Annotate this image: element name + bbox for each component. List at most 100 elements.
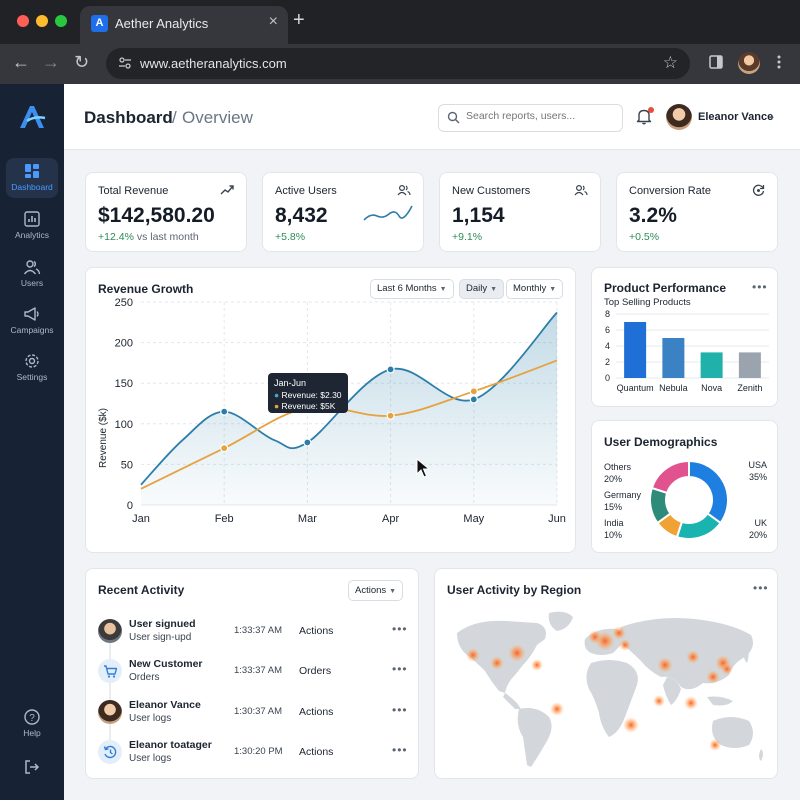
sidebar-item-settings[interactable]: Settings [6,348,58,388]
svg-text:?: ? [29,713,35,724]
slice-value: 35% [749,472,767,482]
product-bar-chart: 0 2 4 6 8 Quantum Nebula Nova Zenith [605,309,769,393]
reload-icon[interactable]: ↻ [74,52,90,72]
browser-profile-avatar[interactable] [738,52,760,74]
bar-nova[interactable] [700,352,723,378]
logout-button[interactable] [6,754,58,794]
slice-others[interactable] [650,459,690,495]
filter-last-6-months[interactable]: Last 6 Months ▼ [370,279,454,299]
bar-nebula[interactable] [662,338,685,378]
y-tick-label: 8 [605,309,610,319]
y-tick-label: 2 [605,357,610,367]
sidebar-item-users[interactable]: Users [6,254,58,294]
search-box[interactable] [438,104,623,132]
breadcrumb-current: Overview [182,108,253,127]
activity-row[interactable]: User signued User sign-upd 1:33:37 AM Ac… [98,615,408,651]
new-tab-icon[interactable]: + [293,9,305,31]
user-demographics-card: User Demographics USA 35% UK 20% India 10% Ger… [591,420,778,553]
slice-label: UK [754,518,767,528]
data-point[interactable] [469,387,478,396]
sidebar-item-analytics[interactable]: Analytics [6,206,58,246]
activity-hotspots [466,626,733,751]
sidebar-panel-icon[interactable] [708,54,724,70]
favicon-icon: A [91,15,108,32]
activity-time: 1:30:37 AM [234,706,283,717]
cart-icon [104,665,118,678]
bell-icon[interactable] [636,108,652,125]
minimize-window-button[interactable] [36,15,48,27]
tab-close-icon[interactable]: × [268,13,278,30]
data-point[interactable] [469,395,478,404]
world-map [457,611,763,767]
close-window-button[interactable] [17,15,29,27]
sidebar-item-campaigns[interactable]: Campaigns [6,301,58,341]
more-options-icon[interactable]: ••• [392,622,408,636]
forward-arrow-icon[interactable]: → [42,52,60,72]
maximize-window-button[interactable] [55,15,67,27]
card-title: Revenue Growth [98,282,194,296]
filter-monthly[interactable]: Monthly ▼ [506,279,564,299]
series-area [141,312,557,505]
y-tick-label: 0 [127,500,133,512]
search-input[interactable] [466,110,616,122]
tooltip-line: ● Revenue: $5K [274,401,336,411]
filter-daily[interactable]: Daily ▼ [459,279,505,299]
kpi-delta: +0.5% [629,231,660,243]
activity-title: Eleanor toatager [129,739,212,751]
data-point[interactable] [386,411,395,420]
user-avatar[interactable] [666,104,692,130]
users-icon [397,184,411,196]
actions-dropdown[interactable]: Actions ▼ [348,580,404,601]
back-arrow-icon[interactable]: ← [12,52,30,72]
x-tick-label: Jun [548,513,566,525]
data-point[interactable] [220,444,229,453]
activity-row[interactable]: Eleanor toatager User logs 1:30:20 PM Ac… [98,736,408,772]
page-title: Dashboard [84,108,173,127]
browser-tab[interactable]: A Aether Analytics × [80,6,288,44]
activity-row[interactable]: New Customer Orders 1:33:37 AM Orders ••… [98,655,408,691]
kpi-label: Conversion Rate [629,185,711,197]
activity-subtitle: User logs [129,713,172,724]
sidebar-item-help[interactable]: ? Help [6,704,58,744]
url-text: www.aetheranalytics.com [140,56,287,71]
more-options-icon[interactable]: ••• [753,581,769,595]
chart-tooltip: Jan-Jun ● Revenue: $2.30 ● Revenue: $5K [268,373,348,413]
site-settings-icon[interactable] [118,56,132,70]
kpi-value: 1,154 [452,204,505,227]
data-point[interactable] [303,438,312,447]
logout-icon [25,760,40,774]
bar-zenith[interactable] [738,352,761,378]
help-icon: ? [24,709,40,725]
more-options-icon[interactable]: ••• [392,703,408,717]
more-options-icon[interactable]: ••• [392,743,408,757]
activity-row[interactable]: Eleanor Vance User logs 1:30:37 AM Actio… [98,696,408,732]
data-point[interactable] [386,365,395,374]
kebab-menu-icon[interactable] [774,54,784,70]
more-options-icon[interactable]: ••• [392,662,408,676]
data-point[interactable] [220,407,229,416]
star-icon[interactable]: ☆ [662,53,678,72]
activity-subtitle: Orders [129,672,160,683]
user-name[interactable]: Eleanor Vance [698,111,774,123]
activity-subtitle: User sign-upd [129,632,192,643]
more-options-icon[interactable]: ••• [752,280,768,294]
sidebar-item-label: Settings [16,372,48,382]
chevron-down-icon[interactable]: ⌄ [768,111,776,121]
activity-time: 1:33:37 AM [234,665,283,676]
aether-logo-icon [20,106,46,128]
bar-quantum[interactable] [624,322,647,378]
kpi-card-new-customers: New Customers 1,154 +9.1% [439,172,601,252]
y-tick-label: 150 [115,378,133,390]
active-users-sparkline [363,205,413,221]
x-tick-label: Mar [298,513,317,525]
address-bar[interactable]: www.aetheranalytics.com ☆ [106,48,690,79]
sidebar-item-dashboard[interactable]: Dashboard [6,158,58,198]
slice-uk[interactable] [675,512,722,540]
region-activity-card: User Activity by Region ••• [434,568,778,779]
x-tick-label: Feb [215,513,234,525]
y-axis-label: Revenue ($k) [98,408,109,468]
y-tick-label: 200 [115,338,133,350]
sidebar-item-label: Analytics [14,230,49,240]
slice-value: 15% [604,502,622,512]
x-tick-label: Nebula [659,383,688,393]
